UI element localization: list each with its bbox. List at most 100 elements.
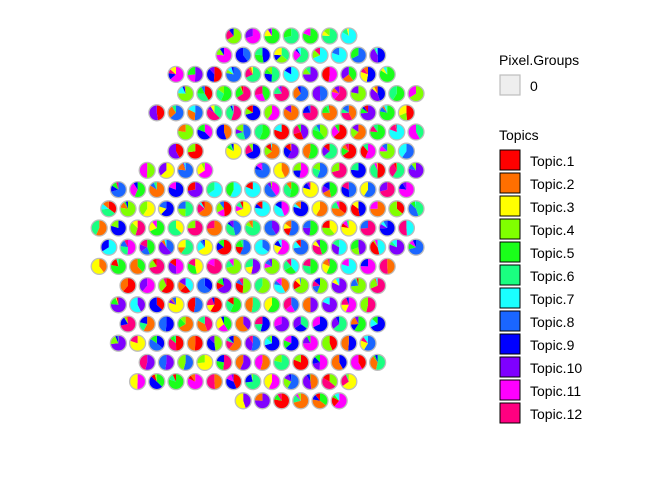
spot-pie [330, 200, 348, 218]
spot-slice [374, 239, 378, 248]
spot-border [272, 123, 291, 141]
spot-pie [311, 315, 329, 333]
spot-border [359, 257, 377, 276]
spot-border [167, 296, 185, 314]
spot-slice [226, 144, 234, 152]
spot-slice [110, 258, 127, 275]
spot-pie [128, 334, 147, 352]
spot-slice [273, 162, 286, 179]
spot-border [282, 142, 300, 160]
spot-border [119, 200, 137, 218]
spot-border [244, 27, 262, 45]
spot-pie [378, 142, 396, 160]
spot-border [272, 46, 291, 64]
spot-pie [349, 123, 368, 141]
spot-slice [350, 277, 367, 294]
spot-slice [127, 239, 136, 256]
spot-slice [292, 280, 301, 290]
spot-slice [196, 163, 205, 175]
spot-pie [330, 161, 348, 180]
spot-pie [388, 238, 406, 256]
spot-pie [224, 372, 243, 391]
spot-pie [263, 257, 281, 276]
spot-slice [123, 316, 128, 324]
spot-slice [198, 162, 213, 179]
spot-border [234, 123, 252, 141]
spot-pie [253, 200, 272, 218]
spot-pie [263, 65, 281, 84]
spot-slice [154, 373, 157, 382]
spot-border [215, 200, 233, 218]
spot-slice [229, 143, 234, 152]
spot-border [388, 200, 406, 218]
spot-border [196, 123, 214, 141]
spot-slice [177, 85, 194, 102]
spot-border [397, 142, 416, 160]
spot-pie [138, 238, 156, 256]
spot-slice [273, 124, 290, 140]
spot-pie [311, 123, 329, 141]
spot-border [119, 276, 137, 295]
spot-pie [205, 180, 224, 199]
spot-slice [242, 277, 252, 294]
spot-pie [215, 200, 233, 218]
spot-slice [388, 200, 403, 217]
spot-slice [358, 354, 367, 370]
spot-border [311, 123, 329, 141]
spot-slice [346, 373, 349, 382]
spot-pie [292, 84, 310, 103]
spot-border [196, 84, 214, 103]
spot-slice [356, 277, 359, 286]
spot-slice [302, 181, 319, 198]
spot-border [157, 276, 176, 295]
spot-pie [340, 372, 358, 391]
spot-pie [119, 238, 137, 256]
spot-slice [331, 125, 340, 138]
spot-slice [207, 258, 215, 267]
spot-border [320, 219, 339, 237]
spot-slice [294, 324, 308, 333]
spot-slice [340, 147, 349, 156]
spot-pie [196, 161, 214, 180]
legend-topic-key-9 [499, 333, 521, 355]
spot-pie [186, 334, 204, 352]
spot-slice [315, 239, 320, 248]
spot-slice [284, 266, 297, 275]
spot-border [349, 276, 368, 295]
spot-slice [115, 335, 119, 344]
spot-slice [381, 105, 388, 113]
spot-slice [321, 220, 330, 228]
spot-pie [272, 392, 291, 410]
spot-pie [167, 372, 185, 391]
spot-slice [148, 258, 165, 275]
spot-slice [178, 316, 194, 332]
spot-slice [360, 104, 376, 121]
spot-slice [363, 66, 368, 75]
spot-pie [148, 257, 166, 276]
spot-pie [330, 238, 348, 256]
spot-border [330, 123, 348, 141]
spot-pie [311, 392, 329, 410]
spot-slice [165, 354, 175, 371]
spot-slice [328, 104, 330, 113]
spot-slice [346, 296, 349, 305]
spot-slice [360, 220, 376, 236]
spot-slice [297, 85, 301, 94]
spot-slice [329, 335, 338, 351]
spot-border [311, 161, 329, 180]
spot-slice [292, 86, 301, 100]
spot-pie [176, 123, 195, 141]
spot-border [368, 123, 387, 141]
spot-slice [333, 316, 348, 332]
spot-border [224, 296, 243, 314]
spot-slice [289, 143, 292, 152]
spot-slice [160, 162, 175, 179]
spot-slice [230, 104, 234, 113]
spot-pie [167, 104, 185, 122]
spot-slice [333, 392, 348, 409]
spot-slice [354, 277, 359, 286]
spot-pie [407, 84, 425, 103]
spot-border [368, 315, 387, 333]
spot-border [368, 46, 387, 64]
spot-slice [321, 104, 338, 121]
